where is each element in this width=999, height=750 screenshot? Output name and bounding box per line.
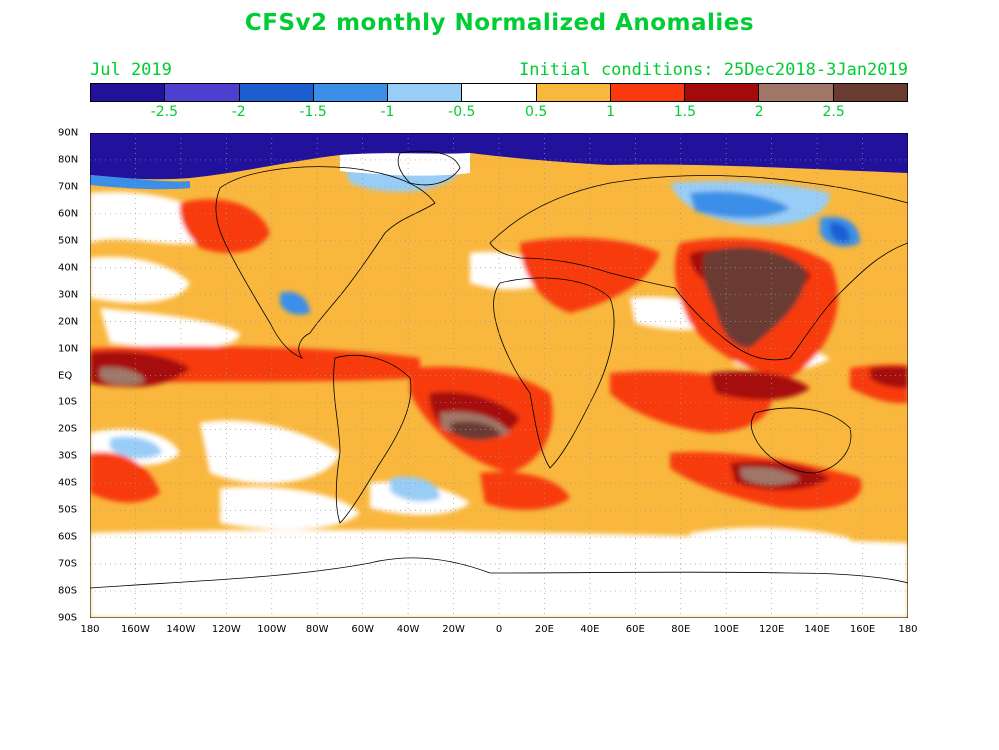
colorbar-swatch — [91, 84, 166, 101]
greenland-coast — [397, 150, 461, 186]
red-anomaly — [90, 452, 160, 503]
colorbar-label: -0.5 — [448, 104, 476, 120]
latitude-label: 70S — [58, 558, 78, 570]
africa-coast — [493, 277, 615, 469]
light-blue-anomaly — [110, 436, 162, 459]
neutral-patch — [90, 256, 190, 303]
red-anomaly — [480, 471, 570, 510]
coastlines — [90, 150, 908, 589]
colorbar-swatch — [759, 84, 834, 101]
neutral-patch — [100, 308, 240, 349]
latitude-label: 30S — [58, 450, 78, 462]
longitude-label: 180 — [80, 624, 100, 635]
colorbar-label: 2 — [754, 104, 764, 120]
antarctica-coast — [90, 557, 908, 589]
longitude-label: 20E — [534, 624, 554, 635]
longitude-label: 180 — [898, 624, 918, 635]
colorbar-swatch — [239, 84, 314, 101]
latitude-label: 80S — [58, 585, 78, 597]
latitude-label: 20N — [58, 316, 79, 328]
red-anomaly — [179, 199, 270, 253]
latitude-label: 20S — [58, 423, 78, 435]
arctic-white — [340, 153, 470, 176]
latitude-label: 10S — [58, 396, 78, 408]
colorbar — [90, 83, 908, 102]
longitude-label: 140W — [166, 624, 196, 635]
longitude-label: 60E — [625, 624, 645, 635]
colorbar-swatch — [536, 84, 611, 101]
arctic-blue-edge — [90, 175, 190, 190]
colorbar-label: -2.5 — [150, 104, 179, 120]
neutral-patch — [200, 420, 340, 484]
neutral-patch — [90, 530, 908, 618]
longitude-label: 160W — [120, 624, 150, 635]
longitude-label: 120E — [758, 624, 785, 635]
colorbar-label: 1.5 — [673, 104, 697, 120]
longitude-label: 20W — [442, 624, 465, 635]
eurasia-coast — [489, 175, 908, 361]
longitude-label: 40W — [396, 624, 420, 635]
colorbar-label: -1.5 — [299, 104, 327, 120]
longitude-label: 60W — [351, 624, 374, 635]
longitude-label: 40E — [580, 624, 600, 635]
colorbar-label: -2 — [231, 104, 246, 120]
colorbar-swatch — [685, 84, 760, 101]
brown-anomaly — [450, 421, 502, 441]
brown-anomaly — [703, 247, 806, 348]
latitude-label: 30N — [58, 289, 79, 301]
blue-anomaly — [690, 191, 790, 219]
blue-anomaly — [830, 222, 850, 243]
longitude-label: 100W — [257, 624, 287, 635]
colorbar-label: -1 — [380, 104, 395, 120]
longitude-label: 80W — [305, 624, 329, 635]
dark-red-anomaly — [870, 366, 908, 389]
australia-coast — [750, 407, 852, 474]
initial-conditions: Initial conditions: 25Dec2018-3Jan2019 — [519, 60, 908, 80]
blue-anomaly — [280, 291, 310, 315]
latitude-label: 50S — [58, 504, 78, 516]
latitude-label: 40S — [58, 477, 78, 489]
latitude-label: 40N — [58, 262, 79, 274]
brown-anomaly — [740, 467, 800, 485]
colorbar-swatch — [462, 84, 537, 101]
colorbar-swatch — [388, 84, 463, 101]
colorbar-swatch — [610, 84, 686, 101]
latitude-label: 50N — [58, 235, 79, 247]
arctic-negative-anomaly — [90, 133, 908, 180]
north-america-coast — [215, 166, 436, 359]
latitude-label: 80N — [58, 154, 79, 166]
latitude-label: 60S — [58, 531, 78, 543]
valid-month: Jul 2019 — [90, 60, 172, 80]
longitude-label: 100E — [713, 624, 739, 635]
colorbar-swatch — [165, 84, 240, 101]
latitude-label: 90S — [58, 612, 78, 624]
latitude-label: 10N — [58, 343, 79, 355]
south-america-coast — [333, 355, 412, 524]
light-blue-anomaly — [390, 476, 440, 502]
colorbar-swatch — [313, 84, 389, 101]
latitude-label: 60N — [58, 208, 79, 220]
colorbar-label: 2.5 — [822, 104, 845, 120]
brown-anomaly — [100, 367, 145, 386]
graticule — [90, 133, 908, 618]
anomaly-map — [90, 133, 908, 618]
neutral-patch — [220, 486, 360, 530]
longitude-label: 120W — [211, 624, 241, 635]
latitude-label: EQ — [58, 370, 73, 381]
latitude-label: 90N — [58, 127, 79, 139]
colorbar-label: 1 — [606, 104, 615, 120]
dark-red-anomaly — [710, 371, 810, 400]
colorbar-swatch — [833, 84, 907, 101]
longitude-label: 0 — [495, 624, 503, 635]
longitude-label: 140E — [804, 624, 830, 635]
longitude-label: 160E — [849, 624, 876, 635]
neutral-patch — [690, 527, 850, 556]
longitude-label: 80E — [671, 624, 691, 635]
red-anomaly — [520, 237, 660, 313]
latitude-label: 70N — [58, 181, 79, 193]
colorbar-label: 0.5 — [525, 104, 548, 120]
map-title: CFSv2 monthly Normalized Anomalies — [244, 10, 755, 36]
